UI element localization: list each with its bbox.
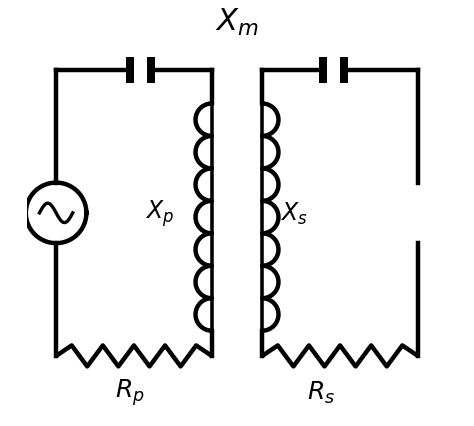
Text: $X_m$: $X_m$ [215,7,259,38]
Text: $X_p$: $X_p$ [145,198,173,229]
Text: $R_p$: $R_p$ [115,377,145,407]
Text: $R_s$: $R_s$ [307,379,335,405]
Text: $X_s$: $X_s$ [280,200,308,227]
